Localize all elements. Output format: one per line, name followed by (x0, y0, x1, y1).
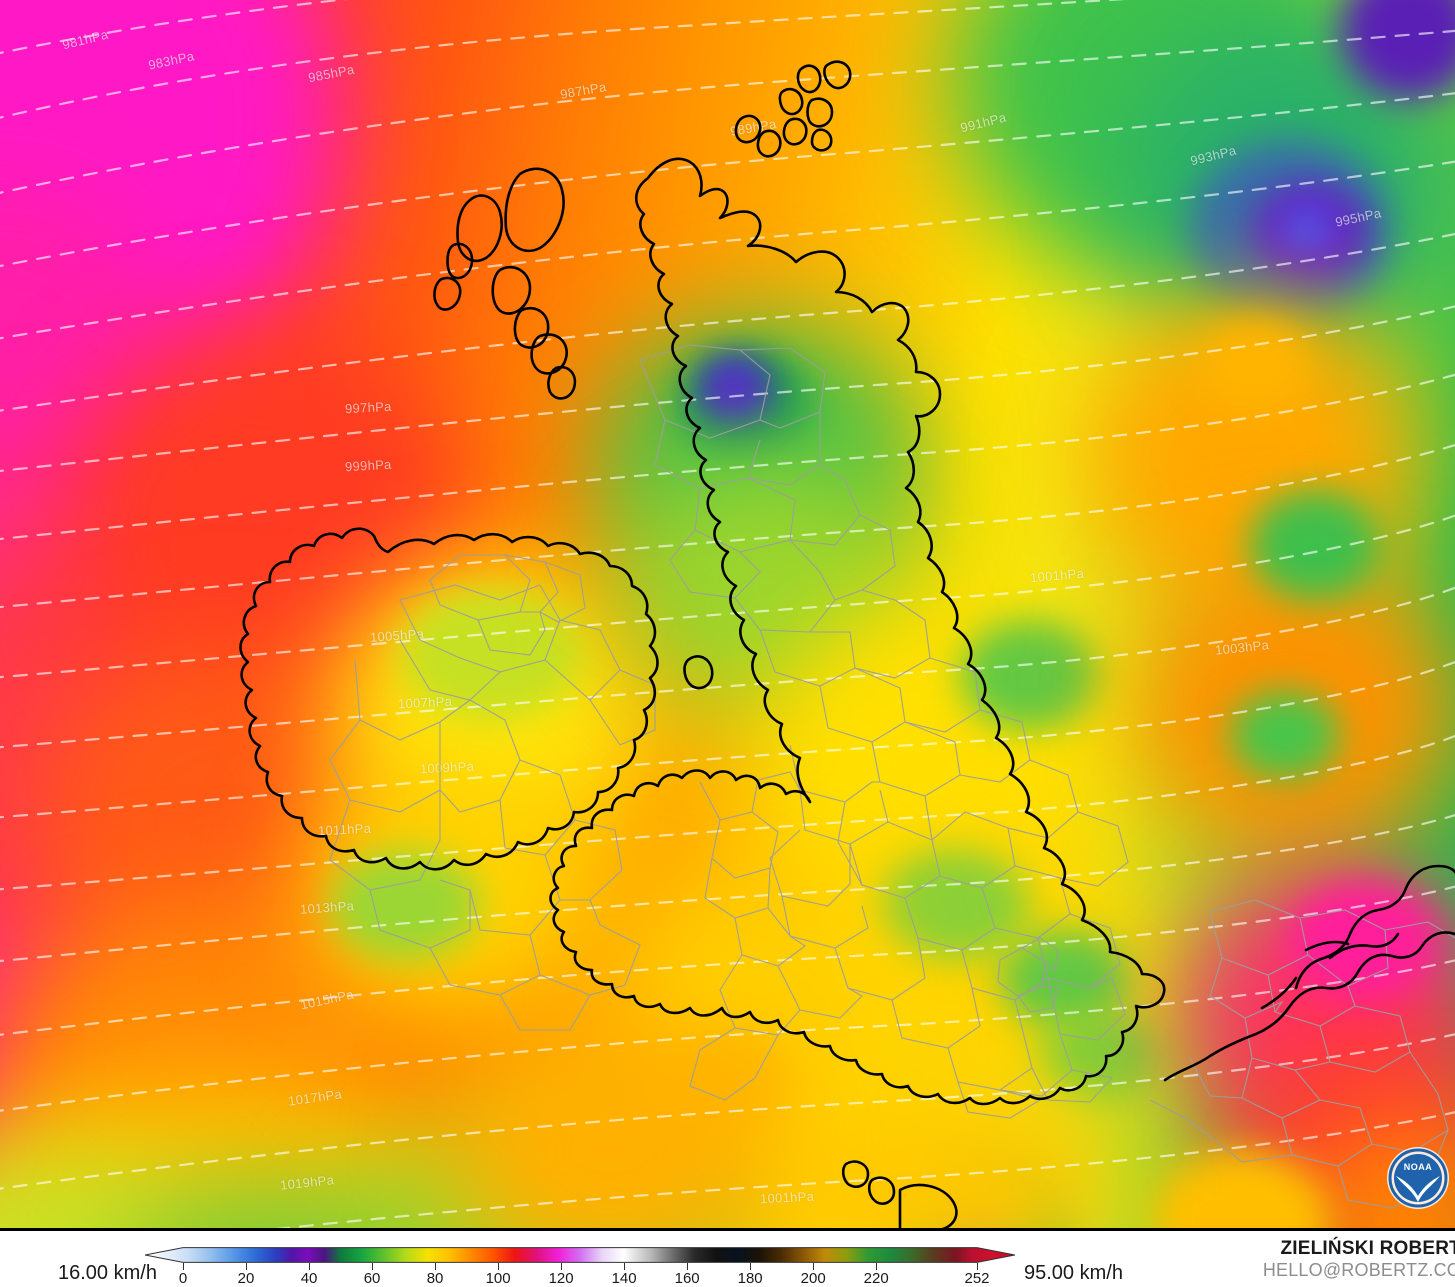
colorbar-tick-mark (977, 1263, 978, 1270)
colorbar-tick-mark (435, 1263, 437, 1270)
colorbar-tick-mark (372, 1263, 374, 1270)
colorbar-tick-mark (687, 1263, 689, 1270)
colorbar-tick-mark (750, 1263, 752, 1270)
legend-max-label: 95.00 km/h (1024, 1262, 1123, 1284)
colorbar-tick-label: 200 (800, 1270, 826, 1287)
colorbar-tick-label: 252 (964, 1270, 990, 1287)
colorbar-tick-mark (561, 1263, 563, 1270)
colorbar-ticks: 0 20 40 60 80 100 120 140 160 180 200 220 252 (145, 1263, 1015, 1287)
attribution: ZIELIŃSKI ROBERT HELLO@ROBERTZ.CO (1201, 1238, 1455, 1281)
author-email: HELLO@ROBERTZ.CO (1262, 1259, 1455, 1280)
author-name: ZIELIŃSKI ROBERT (1280, 1238, 1455, 1259)
colorbar-tick-label: 160 (674, 1270, 700, 1287)
colorbar-tick-label: 80 (426, 1270, 444, 1287)
colorbar-tick-mark (813, 1263, 815, 1270)
colorbar-tick-mark (624, 1263, 626, 1270)
legend-min-label: 16.00 km/h (58, 1262, 157, 1284)
svg-text:NOAA: NOAA (1404, 1162, 1433, 1172)
colorbar-tick-mark (246, 1263, 248, 1270)
colorbar-tick-label: 180 (737, 1270, 763, 1287)
colorbar-tick-label: 100 (485, 1270, 511, 1287)
colorbar[interactable] (145, 1247, 1015, 1263)
colorbar-tick-mark (309, 1263, 311, 1270)
noaa-logo: NOAA (1387, 1147, 1449, 1209)
colorbar-tick-label: 140 (611, 1270, 637, 1287)
colorbar-tick-mark (876, 1263, 878, 1270)
colorbar-tick-label: 20 (237, 1270, 255, 1287)
colorbar-tick-label: 0 (178, 1270, 188, 1287)
colorbar-tick-mark (498, 1263, 500, 1270)
colorbar-tick-mark (183, 1263, 184, 1270)
colorbar-tick-label: 220 (863, 1270, 889, 1287)
wind-field-anomalies (0, 0, 1455, 1228)
colorbar-tick-label: 120 (548, 1270, 574, 1287)
colorbar-tick-label: 40 (300, 1270, 318, 1287)
wind-speed-map[interactable]: 981hPa 983hPa 985hPa 987hPa 989hPa 991hPa 993h… (0, 0, 1455, 1231)
colorbar-tick-label: 60 (363, 1270, 381, 1287)
